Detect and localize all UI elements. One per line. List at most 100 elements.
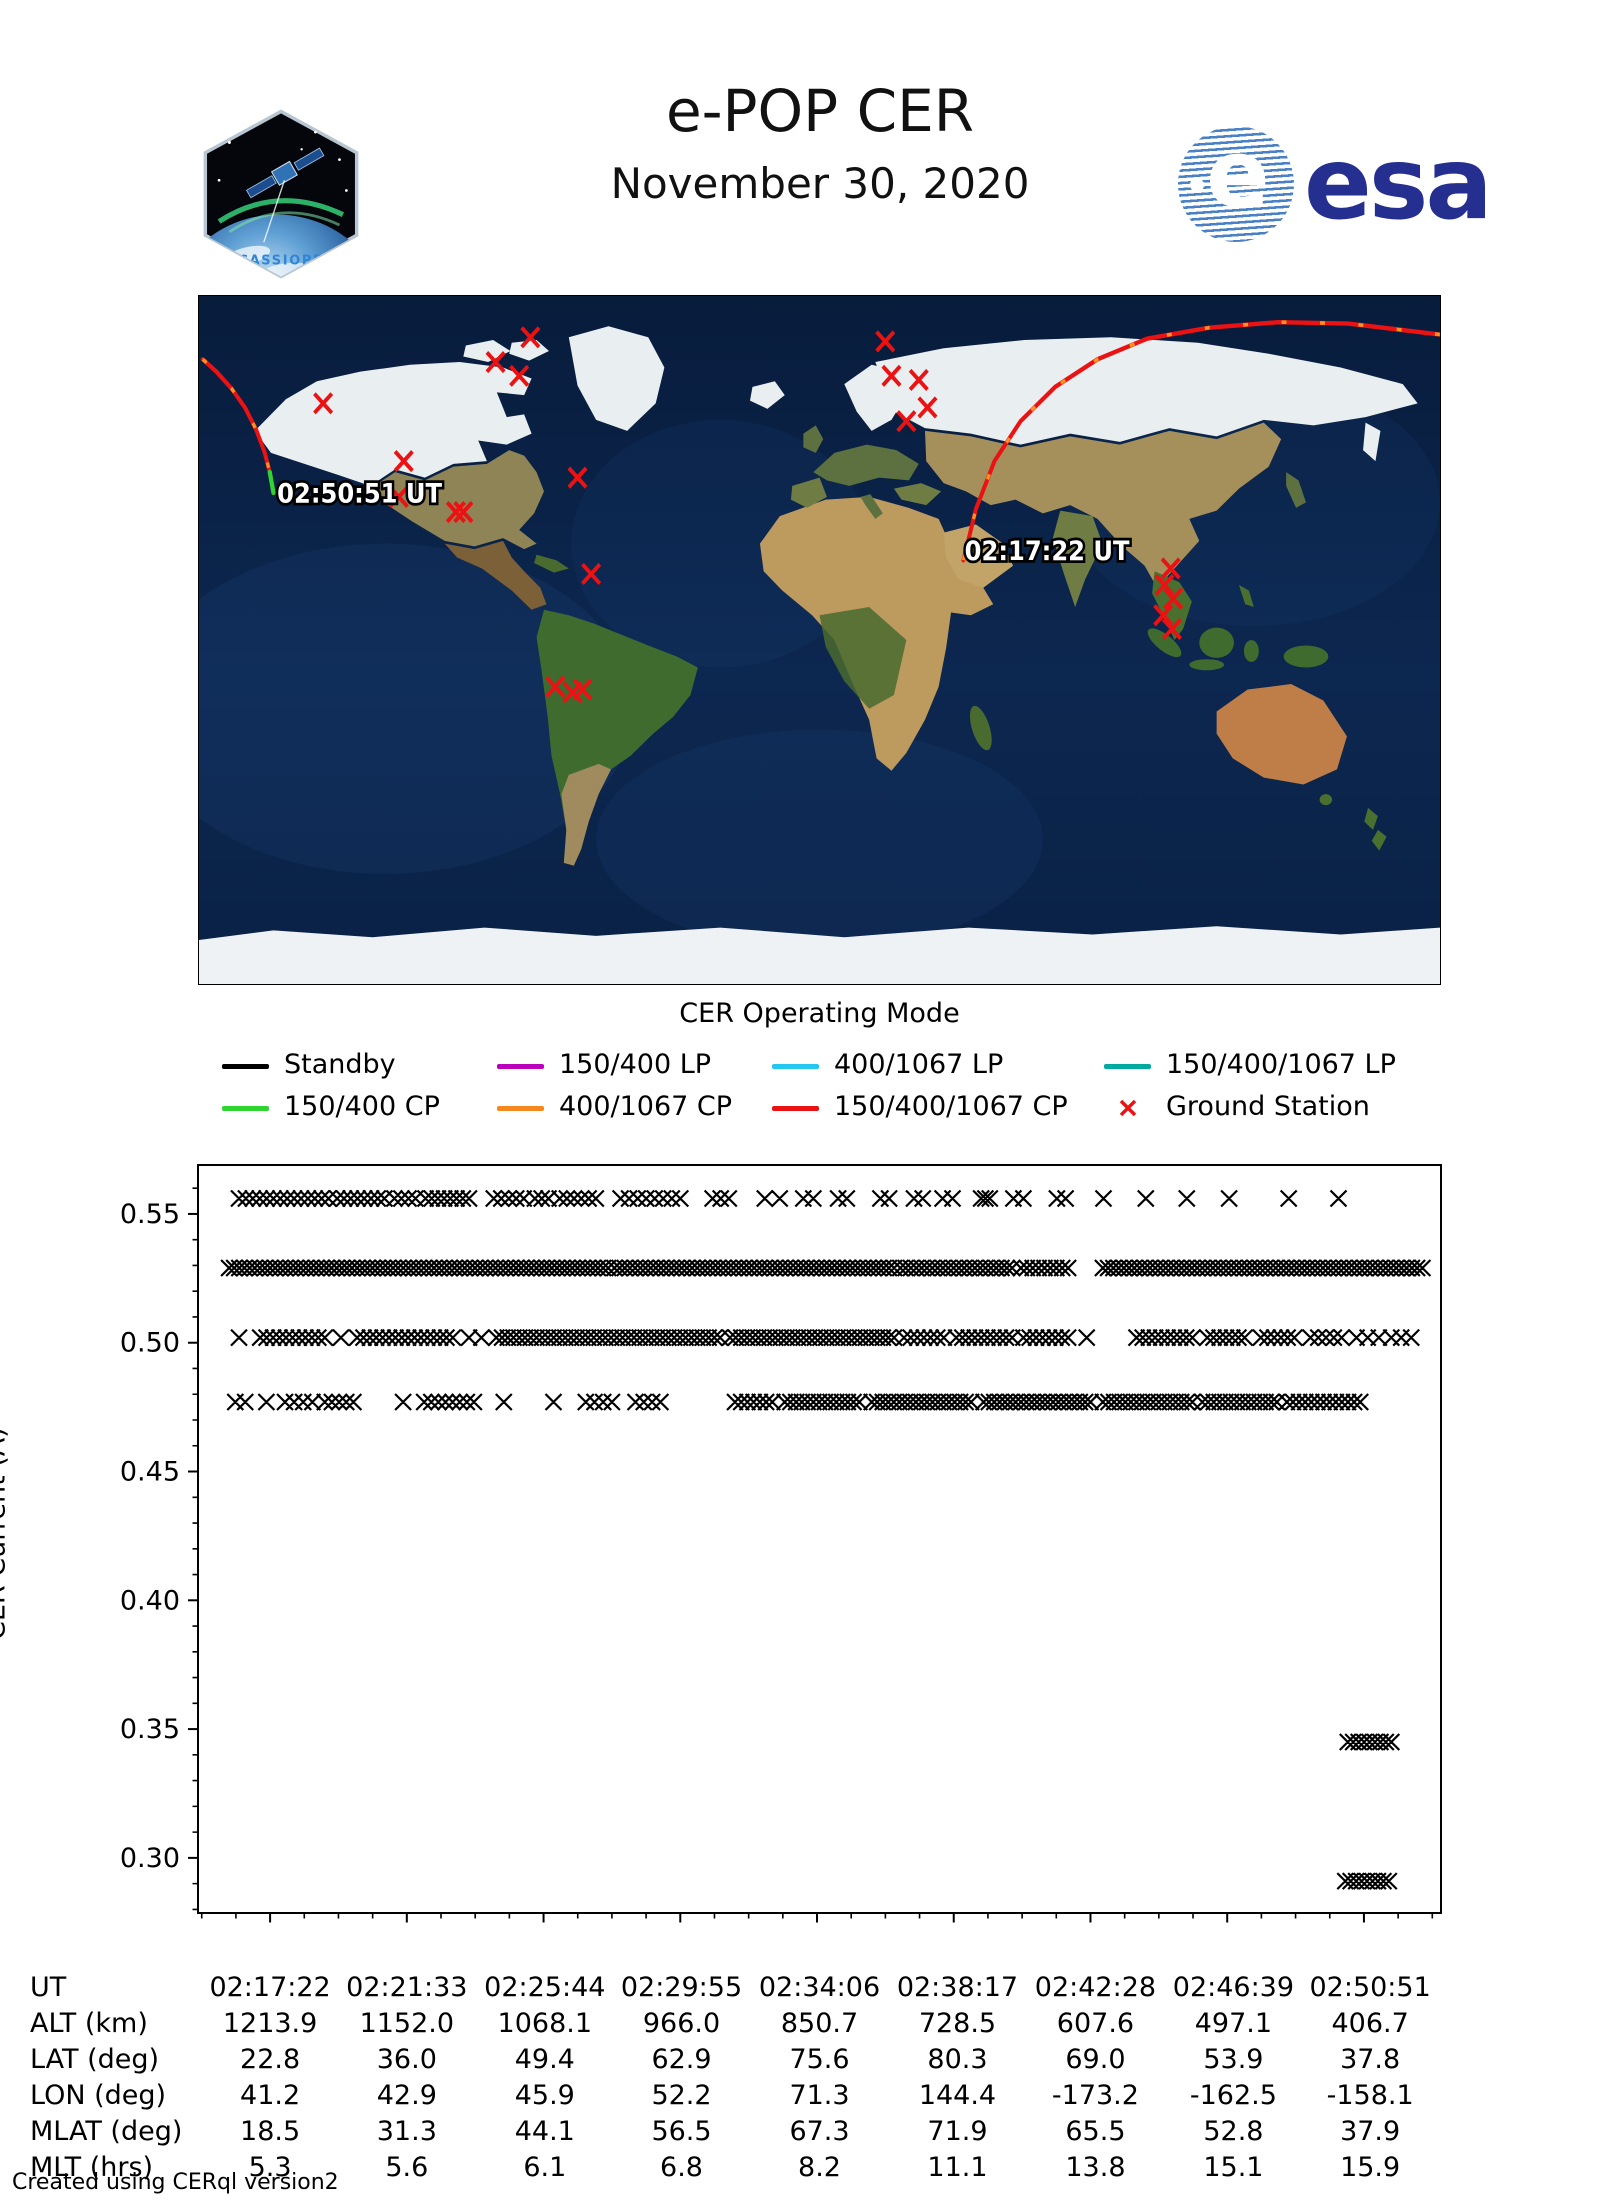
new-zealand-south (1371, 829, 1387, 851)
java (1189, 659, 1225, 671)
legend-swatch-150-400-1067-lp (1104, 1064, 1151, 1069)
table-cell: -162.5 (1189, 2080, 1277, 2111)
esa-emblem-dot (1190, 178, 1204, 192)
table-cell: 62.9 (651, 2044, 712, 2075)
table-cell: 02:42:28 (1034, 1972, 1157, 2003)
australia (1216, 684, 1347, 785)
sumatra (1147, 628, 1182, 658)
table-cell: 1213.9 (222, 2008, 318, 2039)
tasmania (1319, 794, 1333, 806)
table-cell: 45.9 (514, 2080, 575, 2111)
table-row-label-alt-km-: ALT (km) (30, 2008, 148, 2039)
table-cell: 8.2 (798, 2152, 841, 2183)
table-cell: 1068.1 (497, 2008, 593, 2039)
table-row-label-lon-deg-: LON (deg) (30, 2080, 167, 2111)
world-map: 02:50:51 UT 02:17:22 UT (198, 295, 1441, 985)
table-cell: 02:46:39 (1172, 1972, 1295, 2003)
esa-emblem-letter: e (1206, 120, 1270, 229)
scatter-band-0.556 (230, 1189, 1348, 1208)
british-isles (803, 425, 824, 453)
track-end-025051-tip (267, 469, 276, 496)
table-cell: 02:50:51 (1309, 1972, 1431, 2003)
map-time-annotation-1: 02:17:22 UT (965, 536, 1130, 568)
greenland (568, 326, 665, 431)
x-minor-ticks (200, 1913, 1434, 1919)
mexico-central-america (444, 540, 547, 610)
central-asia-china (924, 422, 1282, 588)
table-cell: 53.9 (1203, 2044, 1264, 2075)
satellite-icon (245, 147, 325, 199)
table-cell: 11.1 (927, 2152, 988, 2183)
table-cell: 49.4 (514, 2044, 575, 2075)
y-tick-label: 0.45 (120, 1457, 180, 1488)
table-cell: 67.3 (789, 2116, 850, 2147)
india (1052, 510, 1103, 607)
header: e-POP CER November 30, 2020 (320, 78, 1320, 208)
table-cell: 02:21:33 (346, 1972, 468, 2003)
europe (813, 444, 919, 486)
scatter-band-0.477 (226, 1393, 1369, 1411)
plot-border (197, 1164, 1442, 1914)
page-title: e-POP CER (665, 77, 975, 145)
table-cell: 65.5 (1065, 2116, 1126, 2147)
legend-swatch-400-1067-lp (772, 1064, 819, 1069)
antarctica (199, 926, 1440, 984)
table-cell: 966.0 (642, 2008, 721, 2039)
y-tick-label: 0.55 (120, 1199, 180, 1230)
table-cell: 02:25:44 (484, 1972, 606, 2003)
japan (1286, 472, 1306, 508)
italy (860, 494, 883, 519)
table-cell: 02:17:22 (209, 1972, 331, 2003)
esa-wordmark: esa (1304, 125, 1493, 242)
legend-swatch-150-400-lp (497, 1064, 544, 1069)
borneo (1199, 627, 1234, 658)
table-cell: 80.3 (927, 2044, 988, 2075)
balkans-turkey (893, 483, 942, 506)
table-cell: 02:34:06 (758, 1972, 881, 2003)
table-row-label-ut: UT (30, 1972, 67, 2003)
y-minor-ticks (192, 1187, 198, 1911)
united-states (370, 450, 544, 550)
table-cell: 71.9 (927, 2116, 988, 2147)
ground-station-markers (313, 326, 1184, 704)
table-cell: 56.5 (651, 2116, 712, 2147)
legend-label-standby: Standby (284, 1049, 396, 1080)
table-row-label-mlat-deg-: MLAT (deg) (30, 2116, 183, 2147)
table-cell: 850.7 (780, 2008, 859, 2039)
legend-label-ground-station: Ground Station (1166, 1091, 1370, 1122)
table-cell: -158.1 (1326, 2080, 1414, 2111)
table-cell: 5.6 (385, 2152, 429, 2183)
table-cell: 44.1 (514, 2116, 575, 2147)
date-subtitle: November 30, 2020 (610, 158, 1030, 208)
esa-logo: e esa (1178, 120, 1493, 242)
y-tick-label: 0.30 (120, 1843, 180, 1874)
legend-swatch-standby (222, 1064, 269, 1069)
table-cell: 36.0 (376, 2044, 437, 2075)
ocean-shading (199, 378, 1440, 950)
map-time-annotation-0: 02:50:51 UT (277, 478, 442, 510)
canada-alaska (254, 362, 532, 486)
iberia (790, 477, 827, 508)
table-cell: 406.7 (1331, 2008, 1409, 2039)
map-overlays: 02:50:51 UT 02:17:22 UT (200, 319, 1440, 704)
table-cell: 6.8 (660, 2152, 703, 2183)
legend-label-150-400-1067-cp: 150/400/1067 CP (834, 1091, 1068, 1122)
esa-emblem-icon: e (1178, 120, 1294, 242)
table-cell: 41.2 (240, 2080, 301, 2111)
legend-swatch-400-1067-cp (497, 1106, 544, 1111)
legend-title: CER Operating Mode (679, 998, 960, 1029)
argentina (561, 763, 612, 866)
table-cell: 75.6 (789, 2044, 850, 2075)
table-cell: 18.5 (240, 2116, 301, 2147)
scatter-band-0.502 (230, 1328, 1420, 1347)
legend-label-150-400-1067-lp: 150/400/1067 LP (1166, 1049, 1396, 1080)
table-cell: 31.3 (376, 2116, 437, 2147)
table-cell: 52.2 (651, 2080, 712, 2111)
table-cell: 37.8 (1340, 2044, 1401, 2075)
y-tick-label: 0.40 (120, 1585, 180, 1616)
legend-label-150-400-lp: 150/400 LP (559, 1049, 712, 1080)
table-cell: -173.2 (1051, 2080, 1139, 2111)
legend-label-400-1067-lp: 400/1067 LP (834, 1049, 1004, 1080)
cuba (534, 554, 569, 573)
scatter-band-0.345 (1339, 1733, 1401, 1751)
